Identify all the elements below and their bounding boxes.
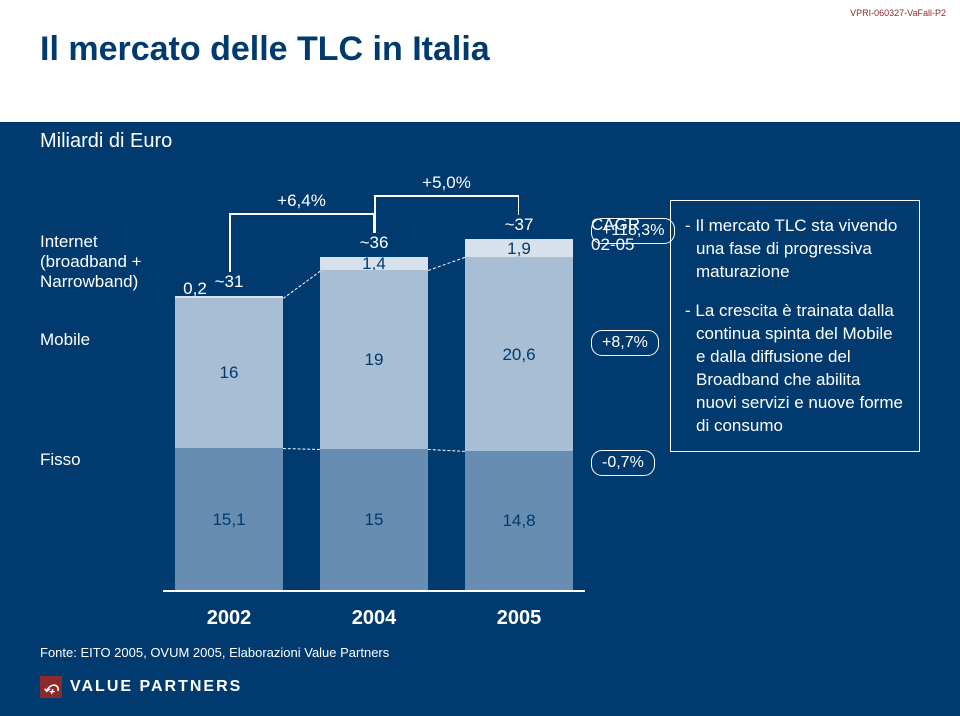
baseline <box>163 590 585 592</box>
chart: Internet (broadband + Narrowband) Mobile F… <box>40 160 660 630</box>
row-label: Mobile <box>40 330 160 350</box>
segment-value: 14,8 <box>502 511 535 531</box>
cagr-badge: +8,7% <box>591 330 659 356</box>
connector-line <box>428 257 465 271</box>
bar-segment-fisso: 14,8 <box>465 451 573 590</box>
bar-segment-mobile: 20,6 <box>465 257 573 451</box>
bar-column: 14,820,61,9~37 <box>465 160 573 590</box>
segment-value: 19 <box>365 350 384 370</box>
row-label: Fisso <box>40 450 160 470</box>
segment-value: 15 <box>365 510 384 530</box>
bar-segment-fisso: 15,1 <box>175 448 283 590</box>
cagr-badge: +118,3% <box>591 218 675 244</box>
segment-value: 20,6 <box>502 345 535 365</box>
row-label: Internet (broadband + Narrowband) <box>40 232 160 292</box>
source-footer: Fonte: EITO 2005, OVUM 2005, Elaborazion… <box>40 645 389 660</box>
bar-segment-fisso: 15 <box>320 449 428 590</box>
logo-mark-icon: ⤽ <box>40 676 62 698</box>
bar-total-label: ~31 <box>175 272 283 292</box>
bar-stack: 15 19 1,4 <box>320 257 428 590</box>
year-label: 2005 <box>465 607 573 630</box>
commentary-item: - La crescita è trainata dalla continua … <box>685 300 905 438</box>
page-code: VPRI-060327-VaFall-P2 <box>850 8 946 18</box>
segment-value: 16 <box>220 363 239 383</box>
page-title: Il mercato delle TLC in Italia <box>40 30 490 69</box>
logo-text: VALUE PARTNERS <box>70 678 242 696</box>
connector-line <box>428 449 465 452</box>
cagr-badge: -0,7% <box>591 450 655 476</box>
page-subtitle: Miliardi di Euro <box>40 130 172 153</box>
bar-segment-internet: 1,4 <box>320 257 428 270</box>
bar-stack: 15,1160,2 <box>175 296 283 590</box>
bar-stack: 14,8 20,6 1,9 <box>465 239 573 590</box>
connector-line <box>283 270 321 298</box>
side-commentary: - Il mercato TLC sta vivendo una fase di… <box>670 200 920 452</box>
connector-line <box>283 448 320 450</box>
year-label: 2002 <box>175 607 283 630</box>
bar-segment-mobile: 16 <box>175 298 283 448</box>
year-label: 2004 <box>320 607 428 630</box>
logo: ⤽ VALUE PARTNERS <box>40 676 242 698</box>
segment-value: 15,1 <box>212 510 245 530</box>
growth-bracket: +6,4% <box>229 213 374 241</box>
commentary-item: - Il mercato TLC sta vivendo una fase di… <box>685 215 905 284</box>
bar-segment-internet: 1,9 <box>465 239 573 257</box>
bar-segment-mobile: 19 <box>320 270 428 449</box>
growth-bracket: +5,0% <box>374 195 519 223</box>
growth-label: +6,4% <box>277 191 326 211</box>
segment-value: 1,9 <box>507 239 531 259</box>
growth-label: +5,0% <box>422 173 471 193</box>
